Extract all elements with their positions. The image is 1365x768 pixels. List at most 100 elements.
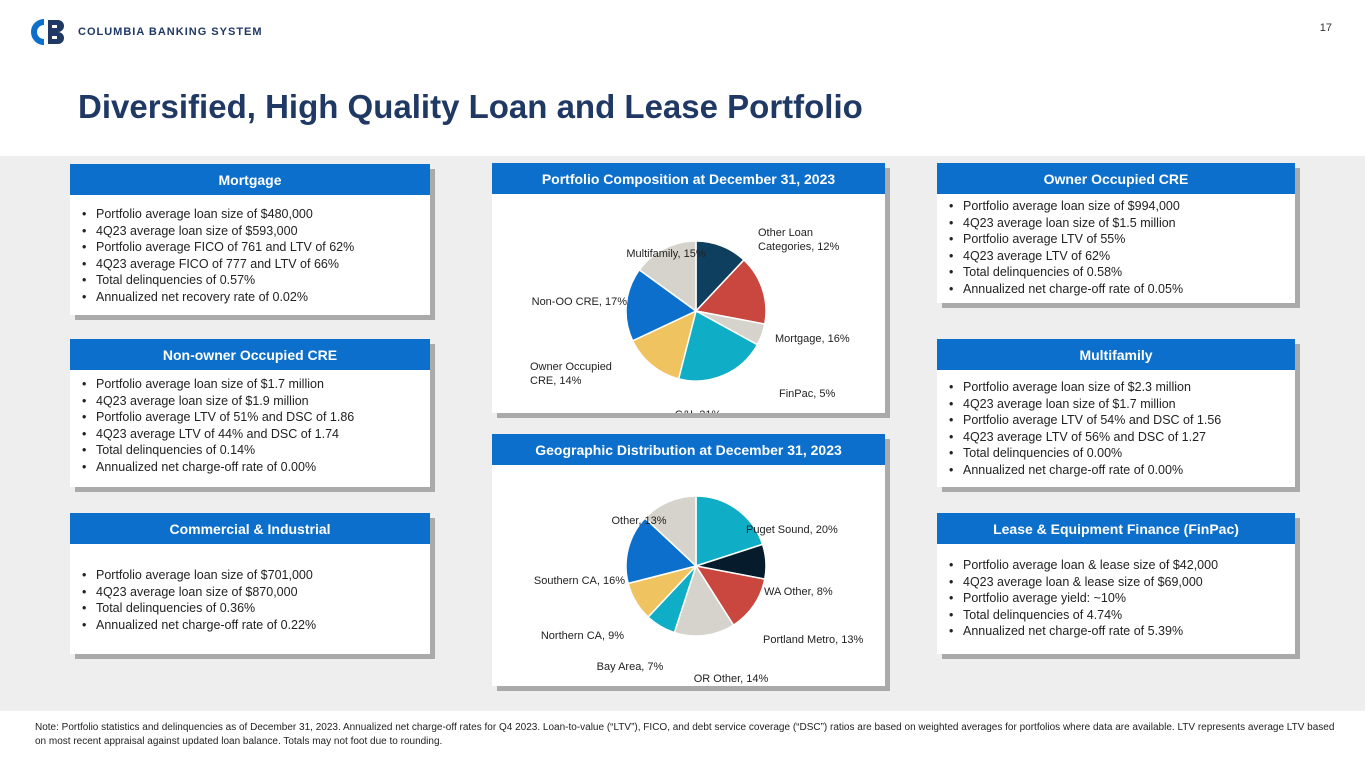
chart-title: Portfolio Composition at December 31, 20… (492, 163, 885, 194)
bullet-item: 4Q23 average LTV of 56% and DSC of 1.27 (945, 429, 1295, 446)
slice-label-portland-metro: Portland Metro, 13% (763, 634, 863, 646)
slice-label-line: OR Other, 14% (694, 673, 769, 685)
bullet-item: Total delinquencies of 0.58% (945, 264, 1295, 281)
slice-label-line: Multifamily, 15% (626, 248, 705, 260)
bullet-list: Portfolio average loan size of $2.3 mill… (937, 370, 1295, 478)
card-geographic-distribution: Geographic Distribution at December 31, … (492, 434, 885, 686)
card-owner-occupied-cre: Owner Occupied CRE Portfolio average loa… (937, 163, 1295, 303)
bullet-item: Annualized net charge-off rate of 0.22% (78, 617, 430, 634)
card-portfolio-composition: Portfolio Composition at December 31, 20… (492, 163, 885, 413)
card-heading: Multifamily (937, 339, 1295, 370)
slice-label-bay-area: Bay Area, 7% (597, 661, 664, 673)
slice-label-or-other: OR Other, 14% (694, 673, 769, 685)
card-multifamily: Multifamily Portfolio average loan size … (937, 339, 1295, 487)
card-heading: Mortgage (70, 164, 430, 195)
card-commercial-industrial: Commercial & Industrial Portfolio averag… (70, 513, 430, 654)
slice-label-line: Southern CA, 16% (534, 575, 625, 587)
card-heading: Commercial & Industrial (70, 513, 430, 544)
bullet-item: Total delinquencies of 0.57% (78, 272, 430, 289)
slice-label-multifamily: Multifamily, 15% (626, 248, 705, 260)
bullet-list: Portfolio average loan size of $480,000 … (70, 195, 430, 305)
pie-slice-candi (677, 309, 759, 382)
bullet-item: 4Q23 average loan size of $1.9 million (78, 393, 430, 410)
footnote: Note: Portfolio statistics and delinquen… (35, 722, 1335, 747)
pie-slice-mortgage (694, 258, 767, 325)
slice-label-line: FinPac, 5% (779, 388, 835, 400)
slice-label-finpac: FinPac, 5% (779, 388, 835, 400)
brand-name: COLUMBIA BANKING SYSTEM (78, 26, 263, 38)
bullet-item: 4Q23 average loan size of $593,000 (78, 223, 430, 240)
bullet-list: Portfolio average loan size of $1.7 mill… (70, 370, 430, 475)
pie-slice-multifamily (638, 240, 697, 313)
slice-label-line: Other, 13% (611, 515, 666, 527)
bullet-item: Portfolio average loan & lease size of $… (945, 557, 1295, 574)
company-logo: COLUMBIA BANKING SYSTEM (24, 16, 263, 48)
bullet-item: Portfolio average loan size of $480,000 (78, 206, 430, 223)
slice-label-line: Bay Area, 7% (597, 661, 664, 673)
slice-label-line: Puget Sound, 20% (746, 524, 838, 536)
bullet-item: Portfolio average loan size of $994,000 (945, 198, 1295, 215)
pie-slice-other (643, 495, 697, 568)
header-band (0, 0, 1365, 156)
slice-label-southern-ca: Southern CA, 16% (534, 575, 625, 587)
pie-slice-or-other (673, 564, 735, 637)
chart-title: Geographic Distribution at December 31, … (492, 434, 885, 465)
slice-label-line: Northern CA, 9% (541, 630, 624, 642)
cb-logo-icon (31, 19, 64, 45)
bullet-list: Portfolio average loan size of $994,000 … (937, 194, 1295, 297)
slice-label-line: Owner Occupied (530, 361, 612, 373)
slice-label-other: Other, 13% (611, 515, 666, 527)
bullet-item: Portfolio average loan size of $2.3 mill… (945, 379, 1295, 396)
slice-label-puget-sound: Puget Sound, 20% (746, 524, 838, 536)
bullet-item: Total delinquencies of 4.74% (945, 607, 1295, 624)
slice-label-mortgage: Mortgage, 16% (775, 333, 850, 345)
bullet-item: Portfolio average LTV of 51% and DSC of … (78, 409, 430, 426)
bullet-item: Annualized net charge-off rate of 0.00% (945, 462, 1295, 479)
pie-slice-non-oo-cre (625, 268, 698, 342)
slice-label-line: Other Loan (758, 227, 813, 239)
bullet-item: 4Q23 average LTV of 62% (945, 248, 1295, 265)
bullet-item: Annualized net charge-off rate of 5.39% (945, 623, 1295, 640)
slice-label-line: Categories, 12% (758, 241, 840, 253)
bullet-item: Annualized net charge-off rate of 0.00% (78, 459, 430, 476)
card-heading: Non-owner Occupied CRE (70, 339, 430, 370)
slice-label-line: CRE, 14% (530, 375, 582, 387)
card-finpac: Lease & Equipment Finance (FinPac) Portf… (937, 513, 1295, 654)
bullet-list: Portfolio average loan size of $701,000 … (70, 544, 430, 633)
slice-label-line: Non-OO CRE, 17% (532, 296, 628, 308)
bullet-item: Annualized net recovery rate of 0.02% (78, 289, 430, 306)
card-mortgage: Mortgage Portfolio average loan size of … (70, 164, 430, 315)
bullet-item: 4Q23 average loan size of $1.7 million (945, 396, 1295, 413)
card-heading: Lease & Equipment Finance (FinPac) (937, 513, 1295, 544)
pie-slice-portland-metro (694, 564, 766, 627)
slice-label-line: Mortgage, 16% (775, 333, 850, 345)
portfolio-composition-pie: Other Loan Categories, 12% Mortgage, 16% Fi… (530, 227, 850, 413)
slice-label-line: WA Other, 8% (764, 586, 833, 598)
slice-label-non-oo-cre: Non-OO CRE, 17% (532, 296, 628, 308)
bullet-item: Portfolio average yield: ~10% (945, 590, 1295, 607)
card-non-oo-cre: Non-owner Occupied CRE Portfolio average… (70, 339, 430, 487)
bullet-item: 4Q23 average FICO of 777 and LTV of 66% (78, 256, 430, 273)
bullet-item: Total delinquencies of 0.00% (945, 445, 1295, 462)
bullet-item: Total delinquencies of 0.36% (78, 600, 430, 617)
pie-slice-owner-occupied-cre (631, 309, 698, 380)
slice-label-northern-ca: Northern CA, 9% (541, 630, 624, 642)
bullet-item: 4Q23 average loan & lease size of $69,00… (945, 574, 1295, 591)
geographic-distribution-pie: Puget Sound, 20% WA Other, 8% Portland Met… (534, 495, 863, 685)
bullet-item: Portfolio average loan size of $701,000 (78, 567, 430, 584)
card-heading: Owner Occupied CRE (937, 163, 1295, 194)
pie-slice-puget-sound (695, 495, 764, 568)
bullet-item: Total delinquencies of 0.14% (78, 442, 430, 459)
page-number: 17 (1319, 22, 1332, 34)
bullet-list: Portfolio average loan & lease size of $… (937, 544, 1295, 640)
bullet-item: 4Q23 average loan size of $870,000 (78, 584, 430, 601)
pie-slice-southern-ca (625, 517, 698, 585)
slice-label-line: Portland Metro, 13% (763, 634, 863, 646)
slice-label-other-loan-categories: Other Loan Categories, 12% (758, 227, 840, 253)
slice-label-candi: C&I, 21% (675, 409, 722, 413)
bullet-item: 4Q23 average LTV of 44% and DSC of 1.74 (78, 426, 430, 443)
bullet-item: Portfolio average LTV of 54% and DSC of … (945, 412, 1295, 429)
slice-label-owner-occupied-cre: Owner Occupied CRE, 14% (530, 361, 612, 387)
bullet-item: 4Q23 average loan size of $1.5 million (945, 215, 1295, 232)
bullet-item: Portfolio average LTV of 55% (945, 231, 1295, 248)
